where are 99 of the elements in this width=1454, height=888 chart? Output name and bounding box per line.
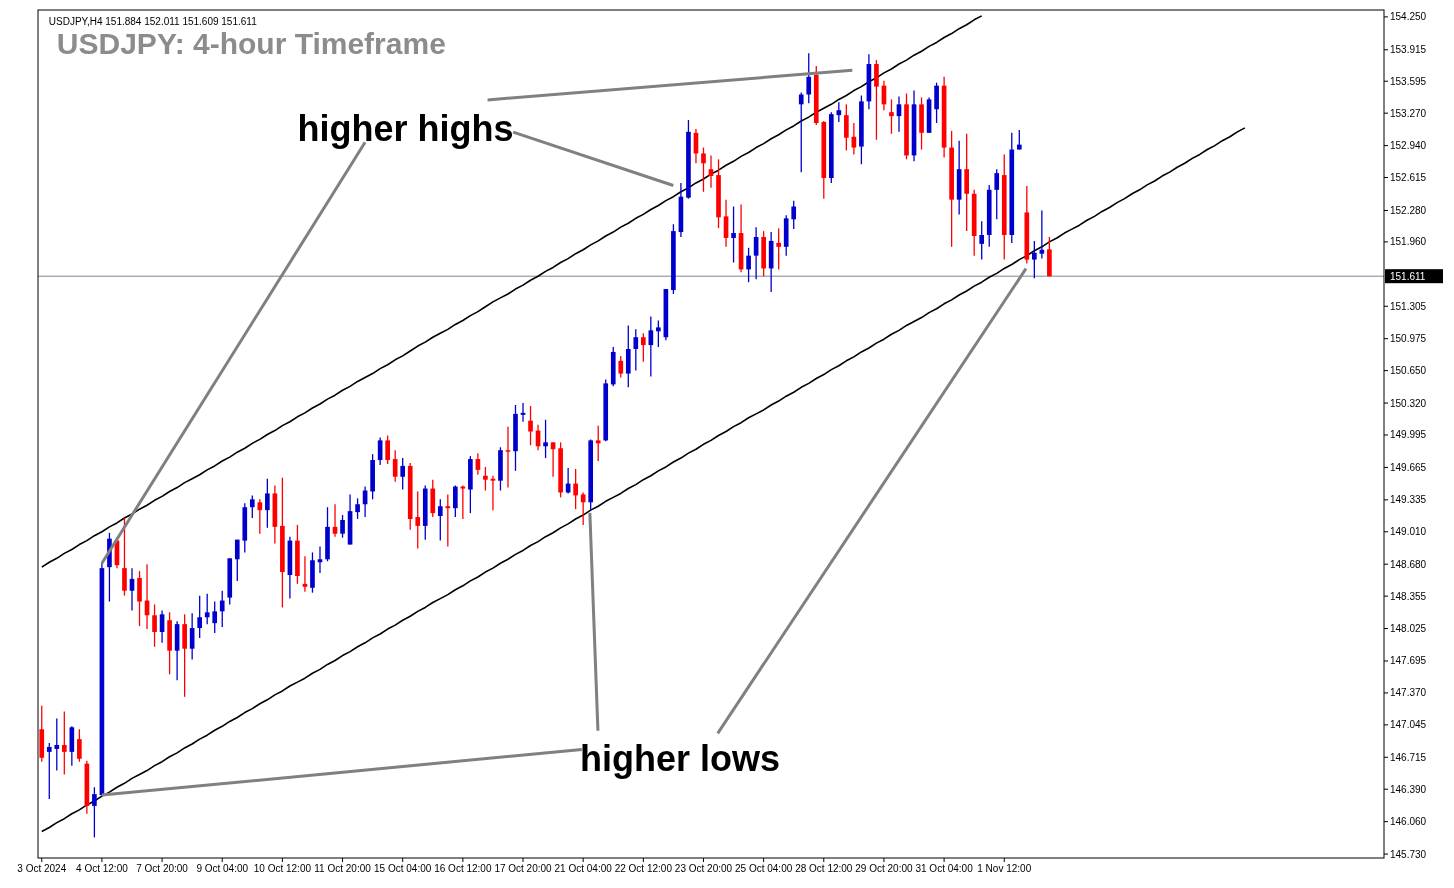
candlestick — [844, 103, 849, 152]
x-tick-label: 25 Oct 04:00 — [735, 863, 793, 874]
candlestick — [731, 205, 736, 264]
y-tick-label: 147.370 — [1390, 687, 1427, 699]
candlestick — [618, 355, 624, 379]
candlestick — [415, 490, 421, 550]
candlestick — [257, 498, 263, 535]
candlestick — [219, 590, 225, 628]
x-tick-label: 11 Oct 20:00 — [314, 863, 372, 874]
candlestick — [791, 199, 797, 230]
y-tick-label: 150.320 — [1390, 397, 1427, 409]
y-tick-label: 148.025 — [1390, 623, 1427, 635]
candlestick — [54, 717, 60, 772]
candlestick — [798, 91, 804, 173]
candlestick — [197, 594, 202, 639]
y-tick-label: 152.940 — [1390, 140, 1427, 152]
x-tick-label: 16 Oct 12:00 — [434, 863, 492, 874]
candlestick — [212, 600, 218, 634]
x-tick-label: 29 Oct 20:00 — [855, 863, 914, 874]
candlestick — [355, 497, 360, 520]
candlestick — [385, 434, 390, 465]
x-tick-label: 17 Oct 20:00 — [494, 863, 553, 874]
candlestick — [400, 457, 406, 491]
line-series — [40, 15, 983, 568]
y-tick-label: 152.280 — [1390, 204, 1427, 216]
y-tick-label: 153.915 — [1390, 44, 1427, 56]
x-tick-label: 3 Oct 2024 — [17, 863, 67, 874]
candlestick — [453, 484, 458, 518]
y-tick-label: 153.595 — [1390, 75, 1427, 87]
y-tick-label: 151.960 — [1390, 236, 1427, 248]
annotation: USDJPY,H4 151.884 152.011 151.609 151.611 — [48, 16, 258, 28]
candlestick — [152, 603, 157, 648]
candlestick — [234, 538, 240, 582]
x-tick-label: 15 Oct 04:00 — [374, 863, 432, 874]
candlestick — [806, 52, 812, 104]
candlestick — [640, 332, 646, 363]
x-tick-label: 10 Oct 12:00 — [253, 863, 312, 874]
y-tick-label: 149.995 — [1390, 429, 1427, 441]
candlestick — [701, 146, 706, 193]
x-tick-label: 31 Oct 04:00 — [915, 863, 974, 874]
candlestick — [1016, 129, 1022, 151]
candlestick — [633, 328, 639, 372]
y-tick-label: 148.355 — [1390, 590, 1427, 602]
candlestick — [265, 478, 270, 529]
y-tick-label: 153.270 — [1390, 107, 1427, 119]
y-tick-label: 147.695 — [1390, 655, 1427, 667]
y-tick-label: 146.715 — [1390, 751, 1427, 763]
y-tick-label: 152.615 — [1390, 172, 1427, 184]
candlestick — [1032, 240, 1037, 279]
annotation: higher highs — [297, 108, 514, 150]
y-tick-label: 154.250 — [1390, 11, 1427, 23]
y-tick-label: 145.730 — [1390, 848, 1427, 860]
candlestick — [573, 468, 578, 510]
candlestick — [776, 227, 782, 271]
candlestick — [249, 494, 255, 519]
x-tick-label: 7 Oct 20:00 — [136, 863, 189, 874]
y-tick-label: 149.665 — [1390, 461, 1427, 473]
x-tick-label: 9 Oct 04:00 — [196, 863, 249, 874]
candlestick — [77, 728, 82, 763]
x-tick-label: 23 Oct 20:00 — [674, 863, 733, 874]
candlestick — [979, 220, 985, 261]
y-tick-label: 150.650 — [1390, 365, 1427, 377]
candlestick — [934, 82, 939, 124]
y-tick-label: 147.045 — [1390, 719, 1427, 731]
y-tick-label: 149.010 — [1390, 526, 1427, 538]
candlestick — [122, 517, 127, 597]
candlestick — [445, 493, 451, 548]
candlestick — [137, 570, 142, 627]
y-tick-label: 149.335 — [1390, 494, 1427, 506]
y-tick-label: 146.390 — [1390, 783, 1427, 795]
y-tick-label: 150.975 — [1390, 333, 1427, 345]
x-tick-label: 1 Nov 12:00 — [977, 863, 1032, 874]
candlestick — [595, 425, 601, 462]
candlestick — [528, 405, 533, 446]
y-tick-label: 148.680 — [1390, 558, 1427, 570]
candlestick — [437, 498, 443, 542]
x-tick-label: 22 Oct 12:00 — [614, 863, 673, 874]
x-tick-label: 28 Oct 12:00 — [795, 863, 853, 874]
ref-line-label: 151.611 — [1390, 270, 1426, 282]
candlestick — [92, 786, 97, 839]
candlestick — [483, 466, 488, 492]
candlestick — [889, 98, 894, 135]
candlestick — [656, 319, 661, 348]
candlestick — [340, 514, 345, 539]
candlestick — [505, 425, 511, 489]
candlestick — [746, 247, 751, 283]
candlestick — [204, 593, 210, 625]
candlestick — [46, 742, 52, 800]
candlestick — [543, 419, 548, 459]
candlestick — [994, 168, 1000, 220]
y-tick-label: 146.060 — [1390, 816, 1427, 828]
x-tick-label: 21 Oct 04:00 — [554, 863, 613, 874]
y-tick-label: 151.305 — [1390, 300, 1427, 312]
candlestick — [392, 449, 398, 483]
candlestick — [874, 59, 879, 141]
text: USDJPY: 4-hour Timeframe — [56, 27, 446, 61]
annotation: higher lows — [580, 737, 781, 779]
candlestick — [61, 710, 67, 776]
x-tick-label: 4 Oct 12:00 — [76, 863, 129, 874]
